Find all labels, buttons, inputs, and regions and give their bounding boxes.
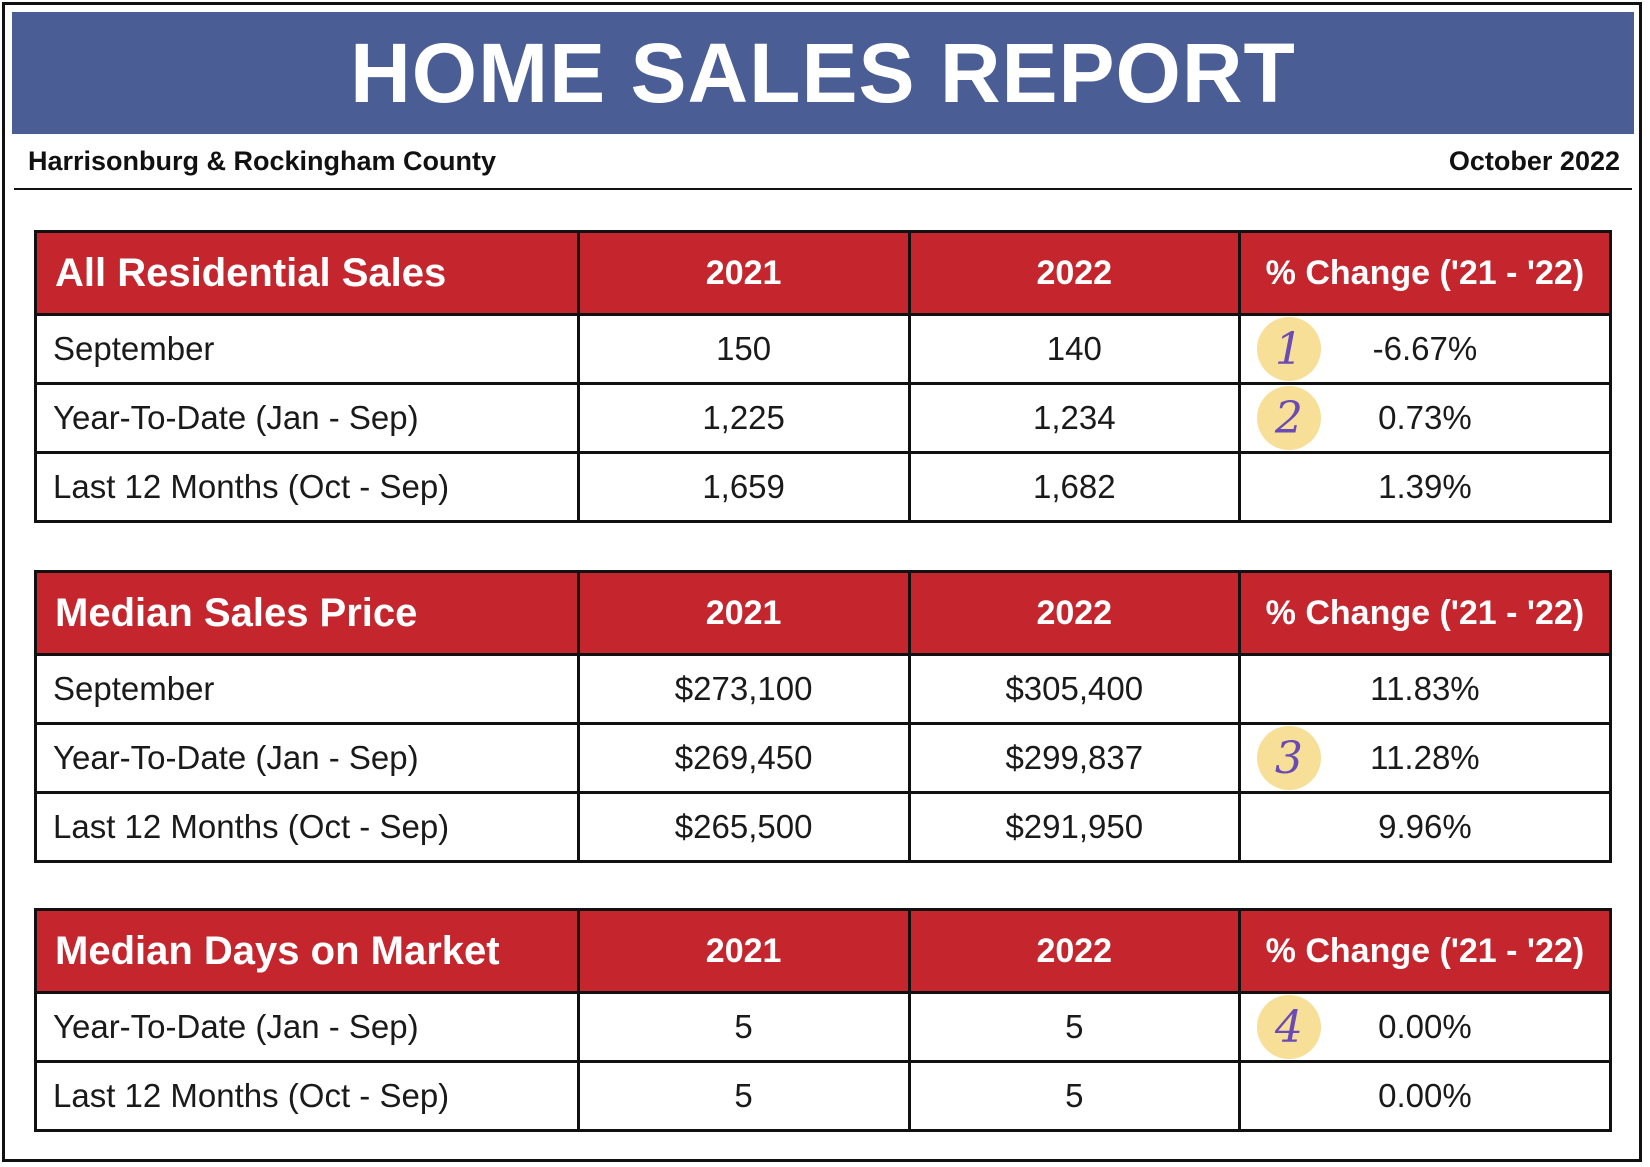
value-2022: 140 xyxy=(907,313,1241,385)
row-label: Last 12 Months (Oct - Sep) xyxy=(34,1060,580,1132)
table-title: Median Days on Market xyxy=(34,908,580,994)
value-2022: $299,837 xyxy=(907,722,1241,794)
row-label: Year-To-Date (Jan - Sep) xyxy=(34,382,580,454)
table-row: Year-To-Date (Jan - Sep) $269,450 $299,8… xyxy=(34,722,1613,794)
table-header-row: Median Sales Price 2021 2022 % Change ('… xyxy=(34,570,1613,656)
value-2021: 5 xyxy=(576,991,911,1063)
page-title: HOME SALES REPORT xyxy=(350,25,1296,120)
days-on-market-table: Median Days on Market 2021 2022 % Change… xyxy=(34,908,1613,1132)
row-label: Year-To-Date (Jan - Sep) xyxy=(34,722,580,794)
column-header-2021: 2021 xyxy=(576,908,911,994)
table-title: All Residential Sales xyxy=(34,230,580,316)
column-header-change: % Change ('21 - '22) xyxy=(1237,230,1613,316)
row-label: Year-To-Date (Jan - Sep) xyxy=(34,991,580,1063)
annotation-marker: 2 xyxy=(1256,386,1321,450)
table-row: Last 12 Months (Oct - Sep) $265,500 $291… xyxy=(34,791,1613,863)
value-2022: 5 xyxy=(907,991,1241,1063)
title-banner: HOME SALES REPORT xyxy=(12,12,1634,134)
subheader: Harrisonburg & Rockingham County October… xyxy=(14,140,1632,190)
annotation-marker: 3 xyxy=(1256,726,1321,790)
percent-change: 11.83% xyxy=(1370,670,1480,707)
value-2022: $305,400 xyxy=(907,653,1241,725)
value-2022: $291,950 xyxy=(907,791,1241,863)
value-2021: $265,500 xyxy=(576,791,911,863)
change-cell: 9.96% xyxy=(1237,791,1613,863)
value-2021: 150 xyxy=(576,313,911,385)
percent-change: 9.96% xyxy=(1378,808,1472,845)
column-header-2021: 2021 xyxy=(576,570,911,656)
row-label: September xyxy=(34,313,580,385)
percent-change: 0.00% xyxy=(1378,1008,1472,1045)
annotation-marker: 1 xyxy=(1256,317,1321,381)
value-2021: 5 xyxy=(576,1060,911,1132)
value-2021: $269,450 xyxy=(576,722,911,794)
percent-change: -6.67% xyxy=(1372,330,1478,367)
value-2022: 1,682 xyxy=(907,451,1241,523)
table-row: Year-To-Date (Jan - Sep) 1,225 1,234 2 0… xyxy=(34,382,1613,454)
value-2021: $273,100 xyxy=(576,653,911,725)
value-2021: 1,225 xyxy=(576,382,911,454)
value-2022: 1,234 xyxy=(907,382,1241,454)
percent-change: 0.00% xyxy=(1378,1077,1472,1114)
change-cell: 1.39% xyxy=(1237,451,1613,523)
value-2021: 1,659 xyxy=(576,451,911,523)
column-header-2022: 2022 xyxy=(907,230,1241,316)
column-header-2021: 2021 xyxy=(576,230,911,316)
percent-change: 0.73% xyxy=(1378,399,1472,436)
change-cell: 3 11.28% xyxy=(1237,722,1613,794)
table-row: Last 12 Months (Oct - Sep) 5 5 0.00% xyxy=(34,1060,1613,1132)
column-header-2022: 2022 xyxy=(907,570,1241,656)
column-header-change: % Change ('21 - '22) xyxy=(1237,570,1613,656)
value-2022: 5 xyxy=(907,1060,1241,1132)
table-row: September $273,100 $305,400 11.83% xyxy=(34,653,1613,725)
percent-change: 1.39% xyxy=(1378,468,1472,505)
row-label: Last 12 Months (Oct - Sep) xyxy=(34,791,580,863)
annotation-marker: 4 xyxy=(1256,995,1321,1059)
residential-sales-table: All Residential Sales 2021 2022 % Change… xyxy=(34,230,1613,523)
change-cell: 0.00% xyxy=(1237,1060,1613,1132)
percent-change: 11.28% xyxy=(1370,739,1480,776)
table-row: Year-To-Date (Jan - Sep) 5 5 4 0.00% xyxy=(34,991,1613,1063)
change-cell: 11.83% xyxy=(1237,653,1613,725)
table-row: Last 12 Months (Oct - Sep) 1,659 1,682 1… xyxy=(34,451,1613,523)
change-cell: 4 0.00% xyxy=(1237,991,1613,1063)
table-row: September 150 140 1 -6.67% xyxy=(34,313,1613,385)
column-header-2022: 2022 xyxy=(907,908,1241,994)
row-label: September xyxy=(34,653,580,725)
median-price-table: Median Sales Price 2021 2022 % Change ('… xyxy=(34,570,1613,863)
report-date: October 2022 xyxy=(1448,145,1620,176)
row-label: Last 12 Months (Oct - Sep) xyxy=(34,451,580,523)
change-cell: 2 0.73% xyxy=(1237,382,1613,454)
column-header-change: % Change ('21 - '22) xyxy=(1237,908,1613,994)
table-title: Median Sales Price xyxy=(34,570,580,656)
region-label: Harrisonburg & Rockingham County xyxy=(28,145,497,176)
change-cell: 1 -6.67% xyxy=(1237,313,1613,385)
table-header-row: All Residential Sales 2021 2022 % Change… xyxy=(34,230,1613,316)
table-header-row: Median Days on Market 2021 2022 % Change… xyxy=(34,908,1613,994)
